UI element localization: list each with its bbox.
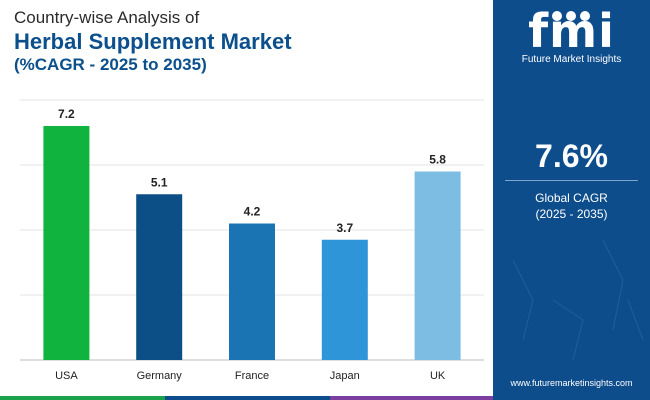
- fmi-logo: fmi Future Market Insights: [493, 6, 650, 65]
- title-line-1: Country-wise Analysis of: [14, 8, 200, 27]
- title-line-2: Herbal Supplement Market: [14, 29, 292, 54]
- bar-japan: [321, 239, 368, 360]
- bar-usa: [43, 126, 90, 360]
- bars: [43, 126, 461, 360]
- summary-panel: fmi Future Market Insights 7.6% Global C…: [493, 0, 650, 400]
- bottom-stripe-blue: [165, 396, 330, 400]
- data-label-usa: 7.2: [58, 107, 75, 121]
- bar-uk: [414, 171, 461, 360]
- website-url: www.futuremarketinsights.com: [510, 378, 633, 388]
- data-labels: 7.2 5.1 4.2 3.7 5.8: [58, 107, 446, 235]
- logo-icons: [552, 11, 590, 21]
- data-label-japan: 3.7: [336, 221, 353, 235]
- global-cagr-label-line1: Global CAGR: [535, 191, 608, 205]
- panel-texture: [512, 239, 644, 361]
- data-label-france: 4.2: [244, 205, 261, 219]
- tick-label-uk: UK: [430, 370, 446, 382]
- tick-label-japan: Japan: [330, 370, 360, 382]
- global-cagr-value: 7.6%: [535, 138, 608, 174]
- bar-france: [229, 223, 275, 360]
- data-label-uk: 5.8: [429, 153, 446, 167]
- bar-chart: 7.2 5.1 4.2 3.7 5.8 USA Germany France Japan UK: [20, 99, 484, 382]
- tick-label-usa: USA: [55, 370, 78, 382]
- bottom-stripe-green: [0, 396, 165, 400]
- title-line-3: (%CAGR - 2025 to 2035): [14, 55, 207, 74]
- global-cagr-label-line2: (2025 - 2035): [535, 207, 608, 221]
- divider: [505, 180, 638, 181]
- bottom-stripe-purple: [330, 396, 493, 400]
- bar-germany: [136, 194, 183, 360]
- global-cagr-label: Global CAGR (2025 - 2035): [493, 190, 650, 222]
- brand-name: Future Market Insights: [521, 54, 622, 65]
- data-label-germany: 5.1: [151, 175, 168, 189]
- x-axis-ticks: USA Germany France Japan UK: [55, 370, 446, 382]
- tick-label-france: France: [235, 370, 269, 382]
- bottom-stripe-panel: [493, 396, 650, 400]
- chart-title: Country-wise Analysis of Herbal Suppleme…: [14, 8, 292, 75]
- tick-label-germany: Germany: [137, 370, 183, 382]
